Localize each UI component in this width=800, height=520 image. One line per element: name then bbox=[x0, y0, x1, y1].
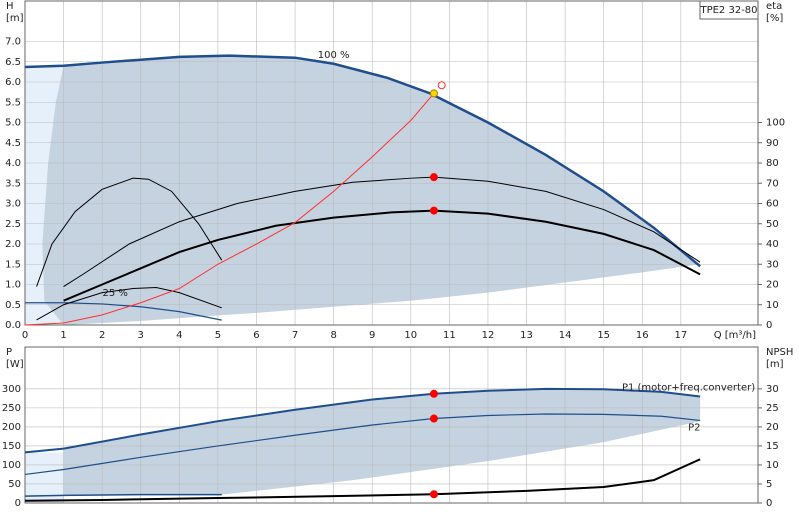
operating-region bbox=[63, 388, 701, 496]
x-tick-label: 0 bbox=[22, 330, 28, 341]
x-tick-label: 3 bbox=[138, 330, 144, 341]
y2-tick-label: 50 bbox=[766, 219, 779, 230]
x-tick-label: 14 bbox=[559, 330, 572, 341]
y-tick-label: 5.0 bbox=[5, 118, 21, 129]
series-line bbox=[25, 302, 222, 321]
y-tick-label: 250 bbox=[2, 403, 21, 414]
y-tick-label: 6.5 bbox=[5, 57, 21, 68]
y2-axis-title: NPSH bbox=[766, 347, 793, 358]
y2-tick-label: 25 bbox=[766, 403, 779, 414]
y-tick-label: 4.0 bbox=[5, 158, 21, 169]
operating-point bbox=[429, 414, 438, 423]
y-tick-label: 150 bbox=[2, 441, 21, 452]
x-axis-title: Q [m³/h] bbox=[714, 330, 756, 341]
y2-axis-title: eta bbox=[766, 1, 782, 12]
y2-tick-label: 40 bbox=[766, 239, 779, 250]
x-tick-label: 4 bbox=[176, 330, 182, 341]
y2-tick-label: 80 bbox=[766, 158, 779, 169]
operating-point bbox=[429, 206, 438, 215]
model-box bbox=[699, 0, 759, 20]
series-label: 100 % bbox=[318, 50, 350, 61]
y2-tick-label: 100 bbox=[766, 118, 785, 129]
y-tick-label: 2.0 bbox=[5, 239, 21, 250]
y-axis-title: H bbox=[6, 1, 14, 12]
series-line bbox=[36, 287, 222, 321]
operating-point bbox=[429, 389, 438, 398]
series-label: 25 % bbox=[102, 288, 127, 299]
series-line bbox=[36, 177, 223, 287]
y-axis-unit: [m] bbox=[6, 13, 24, 24]
operating-point bbox=[429, 490, 438, 499]
series-line bbox=[63, 209, 701, 302]
y2-tick-label: 5 bbox=[766, 479, 772, 490]
y2-tick-label: 70 bbox=[766, 178, 779, 189]
y2-tick-label: 10 bbox=[766, 300, 779, 311]
x-tick-label: 12 bbox=[482, 330, 495, 341]
y-tick-label: 4.5 bbox=[5, 138, 21, 149]
y2-axis-unit: [m] bbox=[766, 359, 784, 370]
series-line bbox=[24, 93, 435, 326]
operating-point bbox=[437, 81, 446, 90]
x-tick-label: 17 bbox=[674, 330, 687, 341]
series-line bbox=[24, 54, 701, 268]
y2-tick-label: 15 bbox=[766, 441, 779, 452]
y-tick-label: 2.5 bbox=[5, 219, 21, 230]
x-tick-label: 16 bbox=[636, 330, 649, 341]
y-axis-unit: [W] bbox=[6, 359, 24, 370]
y2-axis-unit: [%] bbox=[766, 13, 783, 24]
y-tick-label: 0.5 bbox=[5, 300, 21, 311]
y-tick-label: 0.0 bbox=[5, 320, 21, 331]
y-tick-label: 0 bbox=[15, 498, 21, 509]
series-line bbox=[63, 176, 701, 287]
y-tick-label: 5.5 bbox=[5, 97, 21, 108]
series-line bbox=[24, 493, 222, 497]
y-tick-label: 200 bbox=[2, 422, 21, 433]
x-tick-label: 15 bbox=[597, 330, 610, 341]
low-flow-zone bbox=[25, 452, 64, 503]
series-line bbox=[24, 413, 701, 476]
x-tick-label: 10 bbox=[404, 330, 417, 341]
x-tick-label: 9 bbox=[369, 330, 375, 341]
y-tick-label: 3.0 bbox=[5, 199, 21, 210]
x-tick-label: 6 bbox=[253, 330, 259, 341]
series-label: P2 bbox=[688, 422, 700, 433]
series-label: P1 (motor+freq.converter) bbox=[622, 382, 755, 393]
y-tick-label: 7.0 bbox=[5, 37, 21, 48]
model-label: TPE2 32-80 bbox=[699, 5, 757, 16]
y2-tick-label: 60 bbox=[766, 199, 779, 210]
y2-tick-label: 20 bbox=[766, 422, 779, 433]
operating-region bbox=[42, 55, 701, 326]
x-tick-label: 5 bbox=[215, 330, 221, 341]
x-tick-label: 11 bbox=[443, 330, 456, 341]
y2-tick-label: 0 bbox=[766, 320, 772, 331]
x-tick-label: 1 bbox=[60, 330, 66, 341]
x-tick-label: 8 bbox=[330, 330, 336, 341]
plot-frame bbox=[24, 346, 759, 504]
y-tick-label: 300 bbox=[2, 384, 21, 395]
series-line bbox=[24, 387, 701, 454]
y2-tick-label: 30 bbox=[766, 384, 779, 395]
y-tick-label: 3.5 bbox=[5, 178, 21, 189]
y-tick-label: 100 bbox=[2, 460, 21, 471]
x-tick-label: 7 bbox=[292, 330, 298, 341]
y2-tick-label: 10 bbox=[766, 460, 779, 471]
y2-tick-label: 20 bbox=[766, 280, 779, 291]
y2-tick-label: 0 bbox=[766, 498, 772, 509]
y-tick-label: 1.0 bbox=[5, 280, 21, 291]
y2-tick-label: 30 bbox=[766, 259, 779, 270]
y-tick-label: 1.5 bbox=[5, 259, 21, 270]
y-tick-label: 6.0 bbox=[5, 77, 21, 88]
operating-point bbox=[429, 173, 438, 182]
x-tick-label: 2 bbox=[99, 330, 105, 341]
y2-tick-label: 90 bbox=[766, 138, 779, 149]
operating-point bbox=[429, 89, 438, 98]
y-axis-title: P bbox=[6, 347, 12, 358]
y-tick-label: 50 bbox=[8, 479, 21, 490]
x-tick-label: 13 bbox=[520, 330, 533, 341]
